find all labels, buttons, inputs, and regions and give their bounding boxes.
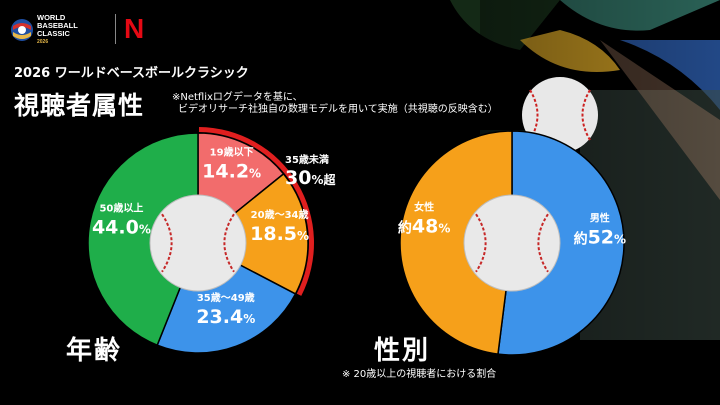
age-label-0: 19歳以下 14.2% bbox=[202, 146, 261, 183]
age-center-baseball-icon bbox=[149, 194, 247, 292]
age-bracket-label: 35歳未満 bbox=[285, 155, 329, 166]
wbc-logo-mark-icon bbox=[11, 19, 33, 41]
age-slice-3 bbox=[87, 132, 199, 347]
gender-chart-title: 性別 bbox=[374, 336, 431, 366]
age-slice-1 bbox=[196, 172, 309, 295]
gender-slice-1 bbox=[399, 130, 513, 355]
age-value-label-1: 18.5% bbox=[250, 223, 309, 245]
age-value-label-0: 14.2% bbox=[202, 161, 261, 183]
method-note-line-2: ビデオリサーチ社独自の数理モデルを用いて実施（共視聴の反映含む） bbox=[178, 104, 498, 115]
age-bracket-value: 30 bbox=[285, 167, 312, 189]
age-category-label-1: 20歳～34歳 bbox=[251, 208, 309, 221]
age-bracket-value-wrap: 30%超 bbox=[285, 167, 335, 189]
bg-baseball-icon bbox=[522, 77, 598, 153]
logo-line-1: WORLD bbox=[37, 13, 66, 22]
logo-line-3: CLASSIC bbox=[37, 29, 70, 38]
method-note-line-1: ※Netflixログデータを基に、 bbox=[172, 92, 303, 103]
gender-slice-0 bbox=[497, 130, 625, 356]
age-category-label-3: 50歳以上 bbox=[99, 201, 143, 214]
gender-category-label-0: 男性 bbox=[590, 212, 610, 225]
age-label-1: 20歳～34歳 18.5% bbox=[250, 208, 309, 245]
gender-value-label-1: 約48% bbox=[398, 215, 450, 237]
age-under-35-bracket-arc bbox=[198, 127, 315, 296]
age-value-label-2: 23.4% bbox=[196, 306, 255, 328]
age-label-2: 35歳～49歳 23.4% bbox=[196, 291, 255, 328]
gender-center-baseball-icon bbox=[463, 194, 561, 292]
age-chart-title: 年齢 bbox=[66, 336, 123, 366]
age-category-label-0: 19歳以下 bbox=[210, 146, 254, 159]
netflix-logo-icon: N bbox=[124, 13, 145, 44]
page-title: 視聴者属性 bbox=[14, 91, 145, 120]
page-subtitle: 2026 ワールドベースボールクラシック bbox=[14, 66, 249, 81]
logo-divider bbox=[115, 14, 116, 44]
age-label-3: 50歳以上 44.0% bbox=[92, 201, 151, 238]
age-value-label-3: 44.0% bbox=[92, 216, 151, 238]
wbc-logo: WORLD BASEBALL CLASSIC 2026 bbox=[10, 12, 78, 48]
logo-line-2: BASEBALL bbox=[37, 21, 78, 30]
logo-year: 2026 bbox=[37, 39, 49, 45]
age-bracket-unit: %超 bbox=[311, 173, 336, 187]
age-category-label-2: 35歳～49歳 bbox=[197, 291, 255, 304]
gender-value-label-0: 約52% bbox=[574, 227, 626, 249]
gender-footnote: ※ 20歳以上の視聴者における割合 bbox=[342, 369, 497, 380]
gender-category-label-1: 女性 bbox=[414, 200, 434, 213]
